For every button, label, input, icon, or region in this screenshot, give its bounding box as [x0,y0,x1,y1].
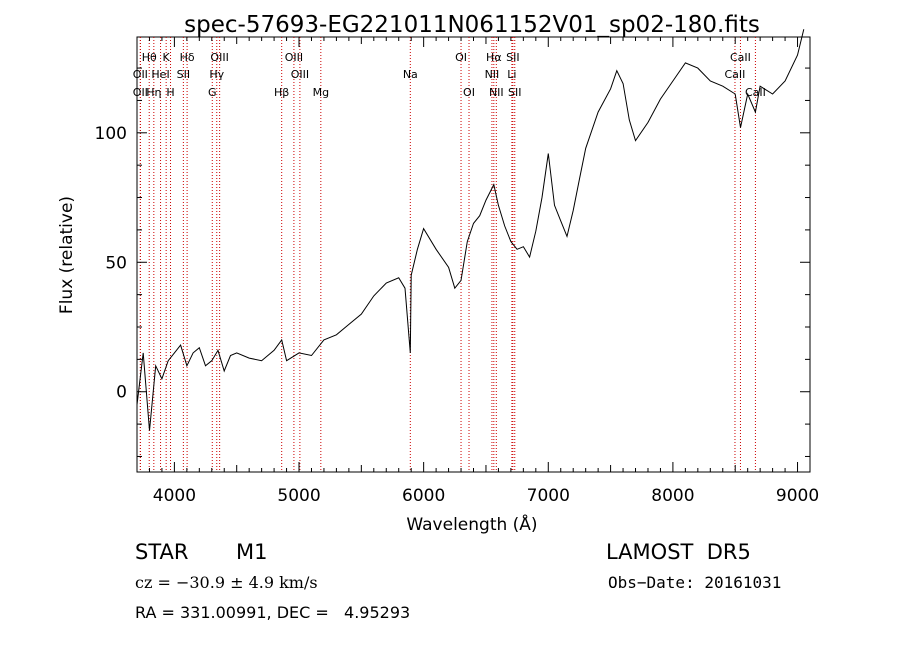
line-label-22: SII [506,51,519,64]
line-label-18: OI [463,86,475,99]
x-axis: 4000 5000 6000 7000 8000 9000 [148,37,819,506]
line-label-0: Hδ [180,51,195,64]
object-subclass: M1 [236,540,268,564]
y-axis: 0 50 100 [95,67,810,457]
line-label-16: Na [403,68,418,81]
line-label-27: CaII [745,86,766,99]
line-label-10: Hγ [209,68,224,81]
redshift-cz: cz = −30.9 ± 4.9 km/s [135,573,318,592]
ra-dec: RA = 331.00991, DEC = 4.95293 [135,603,411,622]
line-label-20: NII [485,68,500,81]
line-label-15: Mg [313,86,329,99]
survey-name: LAMOST DR5 [606,540,751,564]
x-tick-label: 8000 [651,486,694,506]
plot-frame [136,36,811,473]
line-label-17: OI [455,51,467,64]
spectrum-line [136,29,805,431]
line-label-26: CaII [725,68,746,81]
observation-date: Obs−Date: 20161031 [608,573,782,592]
line-label-6: Hη [146,86,161,99]
line-label-25: CaII [730,51,751,64]
y-axis-label: Flux (relative) [57,196,77,314]
x-tick-label: 9000 [776,486,819,506]
line-label-11: G [208,86,217,99]
x-tick-label: 4000 [153,486,196,506]
line-label-9: OIII [210,51,228,64]
spectral-line-markers [139,37,756,472]
line-label-3: Hθ [142,51,157,64]
object-class: STAR [135,540,189,564]
line-label-13: OIII [285,51,303,64]
line-label-4: OII [133,68,148,81]
x-tick-label: 5000 [277,486,320,506]
line-label-1: H [166,86,174,99]
line-label-8: SII [177,68,190,81]
line-label-12: Hβ [274,86,289,99]
y-tick-label: 100 [95,124,127,144]
x-tick-label: 6000 [402,486,445,506]
x-tick-label: 7000 [527,486,570,506]
chart-title: spec-57693-EG221011N061152V01_sp02-180.f… [184,12,760,38]
line-label-14: OIII [291,68,309,81]
x-axis-label: Wavelength (Å) [406,513,537,535]
line-label-7: HeI [151,68,169,81]
line-label-19: Hα [486,51,502,64]
line-label-23: Li [507,68,516,81]
line-label-5: OII [133,86,148,99]
line-label-21: NII [489,86,504,99]
y-tick-label: 0 [116,383,127,403]
line-label-2: K [163,51,171,64]
line-label-24: SII [508,86,521,99]
y-tick-label: 50 [105,253,127,273]
